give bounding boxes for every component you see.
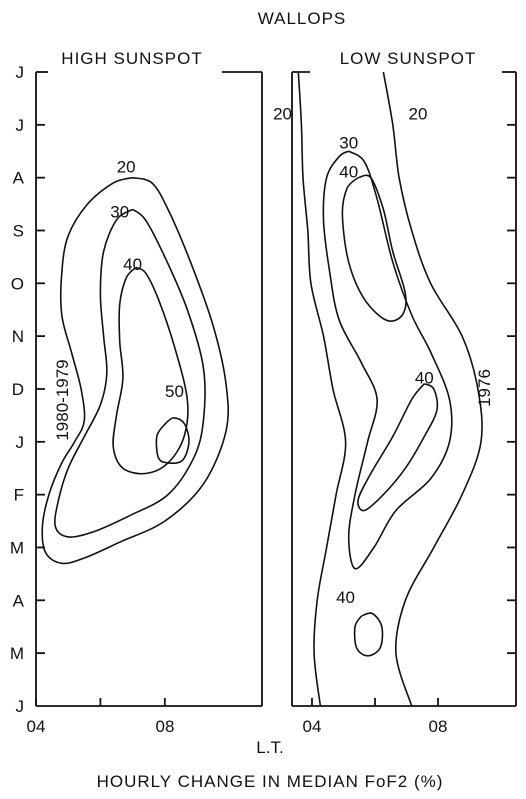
contour-level-label: 20 xyxy=(117,157,136,176)
contour-40 xyxy=(341,174,407,322)
panel-low-sunspot: 04 08 1976 xyxy=(291,71,517,736)
low-x-tick-08: 08 xyxy=(429,717,448,736)
contour-level-label: 20 xyxy=(409,105,428,124)
contour-40 xyxy=(353,612,384,657)
month-tick-label: J xyxy=(16,116,25,135)
month-tick-label: N xyxy=(12,327,24,346)
contour-30 xyxy=(54,208,206,538)
month-tick-label: J xyxy=(16,433,25,452)
contour-level-labels: 20 30 40 50 20 20 30 40 40 40 xyxy=(110,105,434,607)
contour-level-label: 40 xyxy=(123,255,142,274)
month-tick-label: J xyxy=(16,697,25,716)
panel-title-high-sunspot: HIGH SUNSPOT xyxy=(61,49,202,68)
figure-caption: HOURLY CHANGE IN MEDIAN FoF2 (%) xyxy=(97,772,444,791)
contour-level-label: 40 xyxy=(415,369,434,388)
panel-title-low-sunspot: LOW SUNSPOT xyxy=(340,49,477,68)
month-tick-labels: J J A S O N D J F M A M J xyxy=(10,63,25,716)
month-tick-label: S xyxy=(13,221,24,240)
contour-50 xyxy=(155,417,190,465)
high-year-label: 1980-1979 xyxy=(53,359,72,440)
contour-20 xyxy=(297,71,347,707)
contour-20 xyxy=(41,176,229,565)
contour-30 xyxy=(322,150,453,570)
contour-level-label: 30 xyxy=(110,202,129,221)
month-tick-label: F xyxy=(14,486,24,505)
month-tick-label: A xyxy=(13,169,25,188)
month-tick-label: O xyxy=(11,274,24,293)
contour-40 xyxy=(357,382,439,512)
contour-level-label: 30 xyxy=(339,134,358,153)
month-tick-label: A xyxy=(13,591,25,610)
month-tick-label: M xyxy=(10,538,24,557)
low-year-label: 1976 xyxy=(475,369,494,407)
low-x-tick-labels: 04 08 xyxy=(303,717,448,736)
contour-level-label: 40 xyxy=(339,163,358,182)
x-axis-label: L.T. xyxy=(256,738,283,757)
high-x-tick-08: 08 xyxy=(156,717,175,736)
month-tick-label: M xyxy=(10,644,24,663)
low-month-ticks xyxy=(311,123,516,706)
month-tick-label: D xyxy=(12,380,24,399)
contour-level-label: 50 xyxy=(165,382,184,401)
high-x-tick-04: 04 xyxy=(27,717,46,736)
contour-level-label: 20 xyxy=(273,105,292,124)
low-sunspot-contours xyxy=(297,71,483,707)
contour-20 xyxy=(382,71,483,707)
high-x-tick-labels: 04 08 xyxy=(27,717,175,736)
low-x-tick-04: 04 xyxy=(303,717,322,736)
panel-high-sunspot: 04 08 1980-1979 xyxy=(27,71,263,736)
figure-title: WALLOPS xyxy=(258,9,347,28)
month-tick-label: J xyxy=(16,63,25,82)
contour-level-label: 40 xyxy=(336,588,355,607)
contour-40 xyxy=(112,266,189,475)
high-sunspot-contours xyxy=(41,176,229,565)
